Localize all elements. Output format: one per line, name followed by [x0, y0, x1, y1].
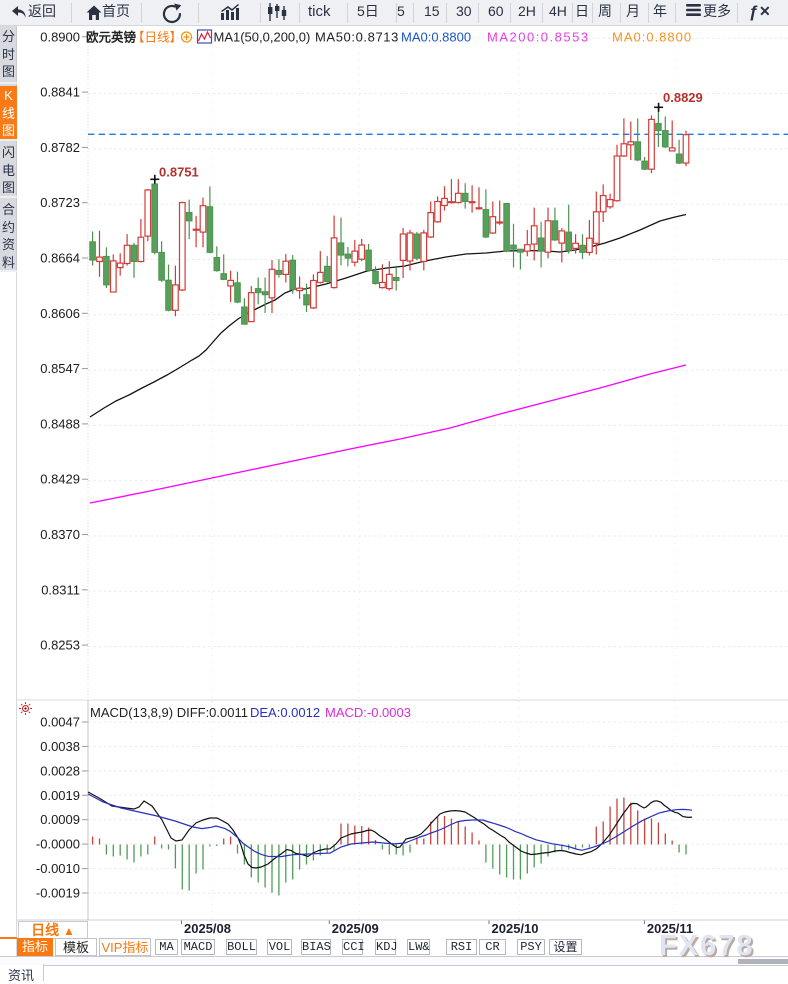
svg-text:-0.0000: -0.0000	[36, 837, 80, 852]
svg-text:MA200:0.8553: MA200:0.8553	[487, 30, 590, 45]
svg-text:0.8606: 0.8606	[40, 306, 80, 321]
svg-text:0.0028: 0.0028	[40, 763, 80, 778]
svg-text:0.8253: 0.8253	[40, 638, 80, 653]
svg-text:MA0:0.8800: MA0:0.8800	[401, 30, 471, 45]
svg-text:欧元英镑: 欧元英镑	[86, 30, 137, 45]
svg-text:2025/08: 2025/08	[184, 921, 231, 936]
svg-text:0.8547: 0.8547	[40, 361, 80, 376]
svg-text:0.8370: 0.8370	[40, 527, 80, 542]
svg-text:0.8829: 0.8829	[663, 90, 703, 105]
svg-text:0.0038: 0.0038	[40, 739, 80, 754]
svg-text:0.0019: 0.0019	[40, 788, 80, 803]
svg-text:MA1(50,0,200,0): MA1(50,0,200,0)	[214, 30, 311, 45]
svg-text:0.0047: 0.0047	[40, 715, 80, 730]
svg-text:2025/10: 2025/10	[492, 921, 539, 936]
svg-text:MACD:-0.0003: MACD:-0.0003	[325, 705, 411, 720]
svg-text:0.8751: 0.8751	[159, 165, 199, 180]
svg-text:0.0009: 0.0009	[40, 812, 80, 827]
svg-text:MA50:0.8713: MA50:0.8713	[315, 30, 399, 45]
svg-text:MA0:0.8800: MA0:0.8800	[612, 30, 692, 45]
svg-text:0.8488: 0.8488	[40, 416, 80, 431]
svg-text:2025/11: 2025/11	[647, 921, 693, 936]
svg-text:0.8429: 0.8429	[40, 472, 80, 487]
svg-text:0.8841: 0.8841	[40, 85, 80, 100]
svg-text:0.8900: 0.8900	[40, 29, 80, 44]
svg-text:0.8664: 0.8664	[40, 251, 80, 266]
svg-text:-0.0019: -0.0019	[36, 886, 80, 901]
svg-text:-0.0010: -0.0010	[36, 861, 80, 876]
svg-text:DEA:0.0012: DEA:0.0012	[250, 705, 320, 720]
svg-text:【日线】: 【日线】	[132, 31, 182, 45]
svg-text:0.8782: 0.8782	[40, 140, 80, 155]
svg-text:MACD(13,8,9) DIFF:0.0011: MACD(13,8,9) DIFF:0.0011	[90, 705, 248, 720]
svg-text:0.8311: 0.8311	[41, 582, 80, 597]
svg-text:2025/09: 2025/09	[332, 921, 379, 936]
svg-text:0.8723: 0.8723	[40, 195, 80, 210]
